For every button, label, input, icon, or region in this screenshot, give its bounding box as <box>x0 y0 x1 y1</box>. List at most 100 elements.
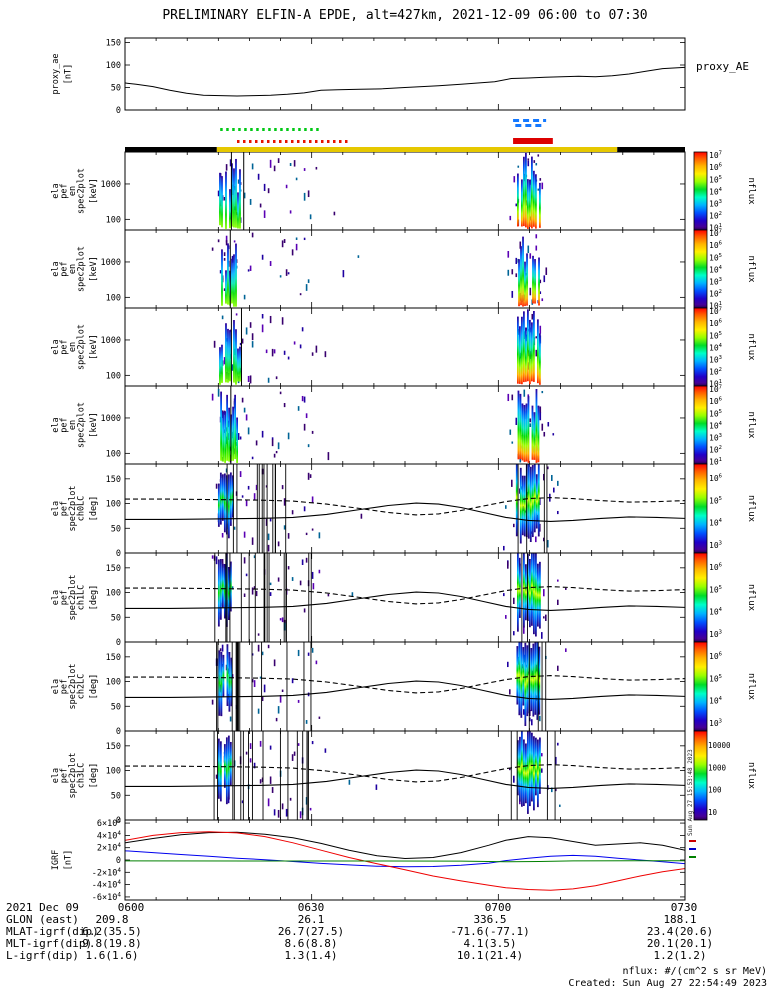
ela_pef_spec2plot_ch0LC-colorbar: 106 105 104 103 nflux <box>693 463 756 554</box>
svg-text:[nT]: [nT] <box>64 64 74 84</box>
mlt-value: 20.1(20.1) <box>646 937 714 950</box>
svg-text:105: 105 <box>709 496 722 506</box>
svg-text:102: 102 <box>709 211 722 221</box>
ela_pef_spec2plot_ch1LC-spectrogram <box>211 553 567 642</box>
svg-text:103: 103 <box>709 540 722 550</box>
glon-value: 188.1 <box>663 913 697 926</box>
mlat-label: MLAT-igrf(dip) <box>6 925 99 938</box>
date-label: 2021 Dec 09 <box>6 901 79 914</box>
svg-text:pef: pef <box>60 768 70 783</box>
svg-text:101: 101 <box>709 223 722 233</box>
svg-text:2×104: 2×104 <box>97 842 121 854</box>
ela_pef_en_spec2plot_c-spectrogram <box>213 308 542 386</box>
lshell-value: 1.6(1.6) <box>85 949 139 962</box>
svg-text:50: 50 <box>111 791 121 801</box>
svg-text:nflux: nflux <box>746 584 756 612</box>
losscone-overlay <box>125 675 685 700</box>
svg-text:106: 106 <box>709 563 722 573</box>
svg-text:0: 0 <box>116 816 121 826</box>
svg-text:ela: ela <box>51 679 61 694</box>
glon-value: 26.1 <box>297 913 325 926</box>
ela_pef_spec2plot_ch2LC-colorbar: 106 105 104 103 nflux <box>693 641 756 732</box>
svg-text:0: 0 <box>116 638 121 648</box>
x-tick-0630: 0630 <box>297 901 325 914</box>
svg-text:[keV]: [keV] <box>89 178 99 204</box>
ela_pef_spec2plot_ch3LC-colorbar: 10000 1000 100 10 nflux <box>693 730 756 821</box>
svg-text:102: 102 <box>709 289 722 299</box>
svg-text:103: 103 <box>709 355 722 365</box>
igrf-series <box>125 831 685 891</box>
svg-text:105: 105 <box>709 585 722 595</box>
ela_pef_en_spec2plot_d-spectrogram <box>211 386 555 464</box>
svg-text:100: 100 <box>106 61 121 71</box>
svg-text:104: 104 <box>709 607 723 617</box>
svg-text:spec2plot: spec2plot <box>77 246 87 292</box>
svg-text:100: 100 <box>106 449 121 459</box>
svg-text:pef: pef <box>60 183 70 198</box>
svg-text:104: 104 <box>709 343 723 353</box>
proxy-ae-series <box>125 66 685 97</box>
svg-text:0: 0 <box>116 106 121 116</box>
svg-text:-4×104: -4×104 <box>92 879 122 891</box>
svg-text:nflux: nflux <box>746 495 756 523</box>
svg-text:pef: pef <box>60 261 70 276</box>
svg-text:pef: pef <box>60 590 70 605</box>
svg-text:104: 104 <box>709 518 723 528</box>
glon-value: 336.5 <box>473 913 507 926</box>
svg-text:spec2plot: spec2plot <box>68 574 78 620</box>
svg-text:105: 105 <box>709 175 722 185</box>
svg-text:103: 103 <box>709 433 722 443</box>
svg-text:107: 107 <box>709 229 722 239</box>
ela_pef_en_spec2plot_c-colorbar: 107 106 105 104 103 102 101 nflux <box>693 307 756 389</box>
mlat-value: -71.6(-77.1) <box>450 925 530 938</box>
ela_pef_spec2plot_ch3LC-spectrogram <box>213 731 561 820</box>
svg-text:50: 50 <box>111 524 121 534</box>
svg-text:-2×104: -2×104 <box>92 867 122 879</box>
svg-text:105: 105 <box>709 674 722 684</box>
svg-text:105: 105 <box>709 409 722 419</box>
svg-text:103: 103 <box>709 629 722 639</box>
nflux-units-note: nflux: #/(cm^2 s sr MeV) <box>622 966 768 977</box>
svg-text:100: 100 <box>106 215 121 225</box>
ela_pef_en_spec2plot_b-colorbar: 107 106 105 104 103 102 101 nflux <box>693 229 756 311</box>
svg-text:101: 101 <box>709 301 722 311</box>
svg-text:107: 107 <box>709 307 722 317</box>
lshell-row: L-igrf(dip) 1.6(1.6) 1.3(1.4) 10.1(21.4)… <box>0 950 775 962</box>
svg-text:0: 0 <box>116 549 121 559</box>
svg-text:0: 0 <box>116 727 121 737</box>
svg-text:spec2plot: spec2plot <box>77 324 87 370</box>
svg-text:spec2plot: spec2plot <box>68 752 78 798</box>
svg-text:ch2LC: ch2LC <box>77 674 87 700</box>
svg-text:106: 106 <box>709 241 722 251</box>
svg-text:nflux: nflux <box>746 411 756 439</box>
svg-text:spec2plot: spec2plot <box>68 663 78 709</box>
svg-text:nflux: nflux <box>746 255 756 283</box>
svg-text:150: 150 <box>106 564 121 574</box>
ela_pef_spec2plot_ch1LC-colorbar: 106 105 104 103 nflux <box>693 552 756 643</box>
svg-text:en: en <box>68 342 78 352</box>
svg-text:0: 0 <box>116 856 121 866</box>
svg-text:100: 100 <box>106 293 121 303</box>
side-timestamp: Sun Aug 27 15:53:48 2023 <box>687 749 694 836</box>
svg-text:150: 150 <box>106 653 121 663</box>
svg-text:104: 104 <box>709 421 723 431</box>
svg-text:100: 100 <box>708 786 722 795</box>
mlt-label: MLT-igrf(dip) <box>6 937 93 950</box>
svg-text:1000: 1000 <box>708 763 727 772</box>
svg-text:10000: 10000 <box>708 741 731 750</box>
svg-text:ch0LC: ch0LC <box>77 496 87 522</box>
svg-text:ela: ela <box>51 183 61 198</box>
svg-text:ela: ela <box>51 590 61 605</box>
ela_pef_en_spec2plot_d-colorbar: 107 106 105 104 103 102 101 nflux <box>693 385 756 467</box>
svg-text:150: 150 <box>106 39 121 49</box>
svg-text:[nT]: [nT] <box>64 850 74 870</box>
mlat-value: 26.7(27.5) <box>277 925 345 938</box>
x-tick-0700: 0700 <box>484 901 512 914</box>
svg-text:IGRF: IGRF <box>51 850 61 870</box>
svg-text:[deg]: [deg] <box>89 763 99 789</box>
svg-text:1000: 1000 <box>101 414 121 424</box>
svg-text:106: 106 <box>709 652 722 662</box>
svg-text:[deg]: [deg] <box>89 674 99 700</box>
